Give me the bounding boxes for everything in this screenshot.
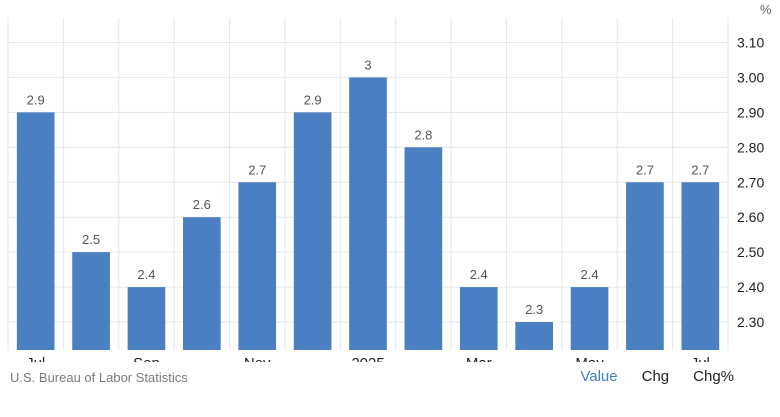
data-label: 2.3: [525, 302, 543, 317]
view-tabs: Value Chg Chg%: [568, 368, 746, 385]
x-tick-label: Mar: [466, 355, 492, 362]
bar[interactable]: [127, 287, 166, 350]
x-tick-label: May: [575, 355, 604, 362]
bar[interactable]: [570, 287, 609, 350]
tab-value[interactable]: Value: [568, 368, 629, 385]
unit-label: %: [760, 2, 772, 17]
tab-chg[interactable]: Chg: [630, 368, 682, 385]
y-axis: 2.30 2.40 2.50 2.60 2.70 2.80 2.90 3.00 3.10: [737, 34, 764, 330]
data-label: 2.7: [248, 162, 266, 177]
bar[interactable]: [16, 112, 55, 350]
data-label: 3: [364, 57, 371, 72]
x-tick-label: Jul: [691, 355, 710, 362]
x-tick-label: Jul: [26, 355, 45, 362]
bar[interactable]: [404, 147, 443, 350]
y-tick-label: 2.90: [737, 104, 764, 120]
bar[interactable]: [183, 217, 221, 350]
data-label: 2.8: [414, 127, 432, 142]
data-label: 2.4: [137, 267, 155, 282]
bar[interactable]: [293, 112, 332, 350]
data-label: 2.4: [580, 267, 598, 282]
data-label: 2.9: [304, 92, 322, 107]
x-tick-label: Sep: [133, 355, 160, 362]
x-tick-label: Nov: [244, 355, 271, 362]
bar[interactable]: [515, 322, 553, 350]
y-tick-label: 3.10: [737, 34, 764, 50]
bar[interactable]: [626, 182, 664, 350]
x-axis: Jul Sep Nov 2025 Mar May Jul: [26, 355, 710, 362]
y-tick-label: 2.60: [737, 209, 764, 225]
y-tick-label: 2.70: [737, 174, 764, 190]
y-tick-label: 2.30: [737, 314, 764, 330]
bar[interactable]: [459, 287, 498, 350]
data-label: 2.7: [636, 162, 654, 177]
data-label: 2.4: [470, 267, 488, 282]
x-tick-label: 2025: [351, 355, 384, 362]
tab-chg-percent[interactable]: Chg%: [681, 368, 746, 385]
bar-chart: 2.9 2.5 2.4 2.6 2.7 2.9 3 2.8 2.4 2.3 2.4 2.7 2.7 2.…: [7, 2, 772, 362]
data-label: 2.6: [193, 197, 211, 212]
data-label: 2.9: [27, 92, 45, 107]
y-tick-label: 2.40: [737, 279, 764, 295]
bar[interactable]: [681, 182, 720, 350]
y-tick-label: 2.50: [737, 244, 764, 260]
bar[interactable]: [349, 77, 387, 351]
y-tick-label: 2.80: [737, 139, 764, 155]
bar[interactable]: [238, 182, 277, 350]
chart-footer: U.S. Bureau of Labor Statistics Value Ch…: [0, 362, 780, 417]
bars: [16, 77, 720, 351]
bar[interactable]: [72, 252, 110, 350]
data-label: 2.7: [691, 162, 709, 177]
data-labels: 2.9 2.5 2.4 2.6 2.7 2.9 3 2.8 2.4 2.3 2.4 2.7 2.7: [27, 57, 710, 317]
data-label: 2.5: [82, 232, 100, 247]
y-tick-label: 3.00: [737, 69, 764, 85]
source-label: U.S. Bureau of Labor Statistics: [10, 370, 188, 385]
